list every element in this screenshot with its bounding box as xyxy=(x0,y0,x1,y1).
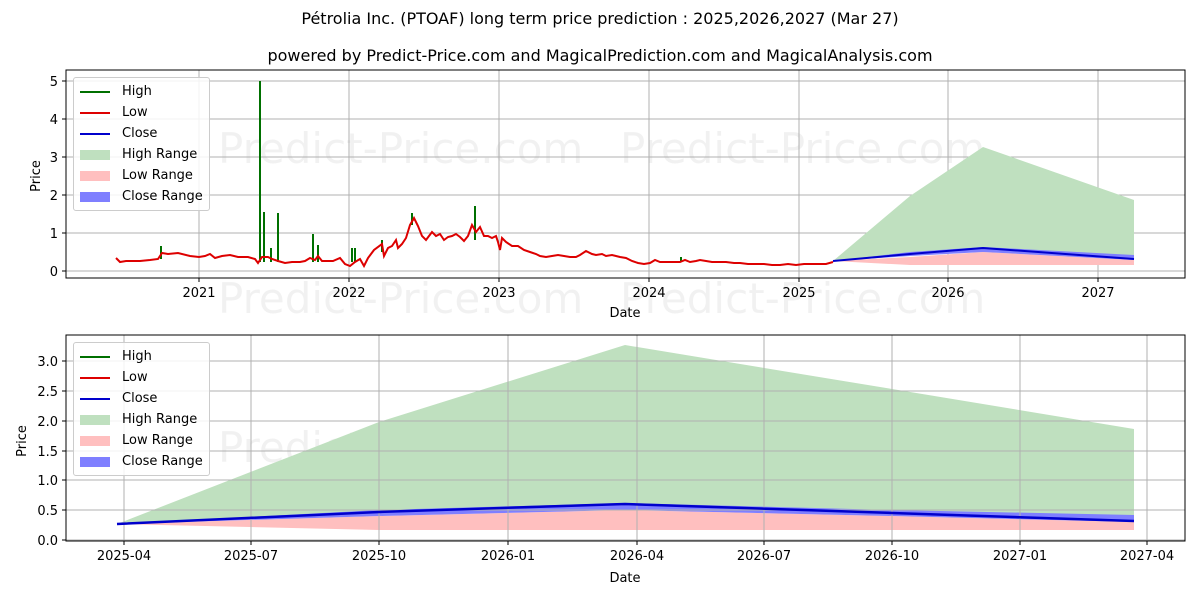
y-tick-label: 5 xyxy=(50,75,58,90)
x-tick-label: 2025-07 xyxy=(224,549,278,564)
x-tick-label: 2026-04 xyxy=(610,549,664,564)
x-tick-label: 2026-07 xyxy=(737,549,791,564)
watermark: Predict-Price.com xyxy=(218,124,583,173)
x-tick-label: 2027-01 xyxy=(993,549,1047,564)
legend-swatch xyxy=(80,435,110,446)
top-x-tick-labels: 2021 2022 2023 2024 2025 2026 2027 xyxy=(182,286,1114,301)
legend-item-close-range: Close Range xyxy=(80,186,203,207)
top-close-line xyxy=(832,246,1135,262)
y-tick-label: 0.0 xyxy=(37,534,58,549)
bottom-y-tick-labels: 0.0 0.5 1.0 1.5 2.0 2.5 3.0 xyxy=(37,355,58,549)
legend-item-high-range: High Range xyxy=(80,144,203,165)
x-tick-label: 2023 xyxy=(482,286,515,301)
legend-item-low: Low xyxy=(80,102,203,123)
y-tick-label: 3 xyxy=(50,151,58,166)
legend-swatch xyxy=(80,397,110,400)
watermark: Predict-Price.com xyxy=(620,124,985,173)
top-y-tick-labels: 0 1 2 3 4 5 xyxy=(50,75,58,280)
x-tick-label: 2025-04 xyxy=(97,549,151,564)
top-legend: High Low Close High Range Low Range Clos… xyxy=(73,77,210,211)
bottom-chart: Predict-Price.com Predict-Price.com xyxy=(15,334,1186,586)
bottom-close-line xyxy=(116,502,1135,526)
legend-item-close-range: Close Range xyxy=(80,451,203,472)
legend-item-high: High xyxy=(80,346,203,367)
legend-swatch xyxy=(80,414,110,425)
x-tick-label: 2024 xyxy=(632,286,665,301)
x-tick-label: 2021 xyxy=(182,286,215,301)
y-tick-label: 2.5 xyxy=(37,385,58,400)
x-tick-label: 2022 xyxy=(332,286,365,301)
x-tick-label: 2026-10 xyxy=(865,549,919,564)
legend-item-close: Close xyxy=(80,388,203,409)
x-tick-label: 2027 xyxy=(1081,286,1114,301)
bottom-legend: High Low Close High Range Low Range Clos… xyxy=(73,342,210,476)
bottom-low-range-area xyxy=(117,510,1134,530)
bottom-x-tick-labels: 2025-04 2025-07 2025-10 2026-01 2026-04 … xyxy=(97,549,1174,564)
bottom-axes-frame xyxy=(65,334,1186,542)
legend-item-high: High xyxy=(80,81,203,102)
y-tick-label: 4 xyxy=(50,113,58,128)
y-tick-label: 0.5 xyxy=(37,504,58,519)
top-x-axis-label: Date xyxy=(609,306,640,321)
y-tick-label: 1 xyxy=(50,227,58,242)
legend-item-high-range: High Range xyxy=(80,409,203,430)
watermark: Predict-Price.com xyxy=(218,274,583,323)
legend-swatch xyxy=(80,376,110,379)
legend-swatch xyxy=(80,90,110,93)
legend-swatch xyxy=(80,355,110,358)
x-tick-label: 2026-01 xyxy=(481,549,535,564)
chart-title: Pétrolia Inc. (PTOAF) long term price pr… xyxy=(301,9,899,28)
x-tick-label: 2025 xyxy=(782,286,815,301)
y-tick-label: 1.5 xyxy=(37,445,58,460)
y-tick-label: 2 xyxy=(50,189,58,204)
x-tick-label: 2025-10 xyxy=(352,549,406,564)
legend-swatch xyxy=(80,191,110,202)
legend-item-low-range: Low Range xyxy=(80,430,203,451)
top-chart: Predict-Price.com Predict-Price.com Pred… xyxy=(29,69,1186,323)
y-tick-label: 2.0 xyxy=(37,415,58,430)
bottom-grid xyxy=(66,335,1185,541)
legend-item-low-range: Low Range xyxy=(80,165,203,186)
top-axes-frame xyxy=(65,69,1186,279)
legend-swatch xyxy=(80,132,110,135)
watermark: Predict-Price.com xyxy=(620,274,985,323)
top-high-range-area xyxy=(833,147,1134,261)
bottom-x-axis-label: Date xyxy=(609,571,640,586)
legend-item-close: Close xyxy=(80,123,203,144)
y-tick-label: 0 xyxy=(50,265,58,280)
y-tick-label: 1.0 xyxy=(37,474,58,489)
chart-subtitle: powered by Predict-Price.com and Magical… xyxy=(267,46,933,65)
top-grid xyxy=(66,70,1185,278)
top-y-axis-label: Price xyxy=(29,160,44,192)
top-low-line xyxy=(115,215,834,269)
bottom-y-axis-label: Price xyxy=(15,425,30,457)
top-low-range-area xyxy=(833,252,1134,265)
legend-swatch xyxy=(80,456,110,467)
legend-swatch xyxy=(80,111,110,114)
x-tick-label: 2026 xyxy=(931,286,964,301)
y-tick-label: 3.0 xyxy=(37,355,58,370)
legend-swatch xyxy=(80,170,110,181)
legend-item-low: Low xyxy=(80,367,203,388)
bottom-high-range-area xyxy=(117,345,1134,524)
x-tick-label: 2027-04 xyxy=(1120,549,1174,564)
legend-swatch xyxy=(80,149,110,160)
